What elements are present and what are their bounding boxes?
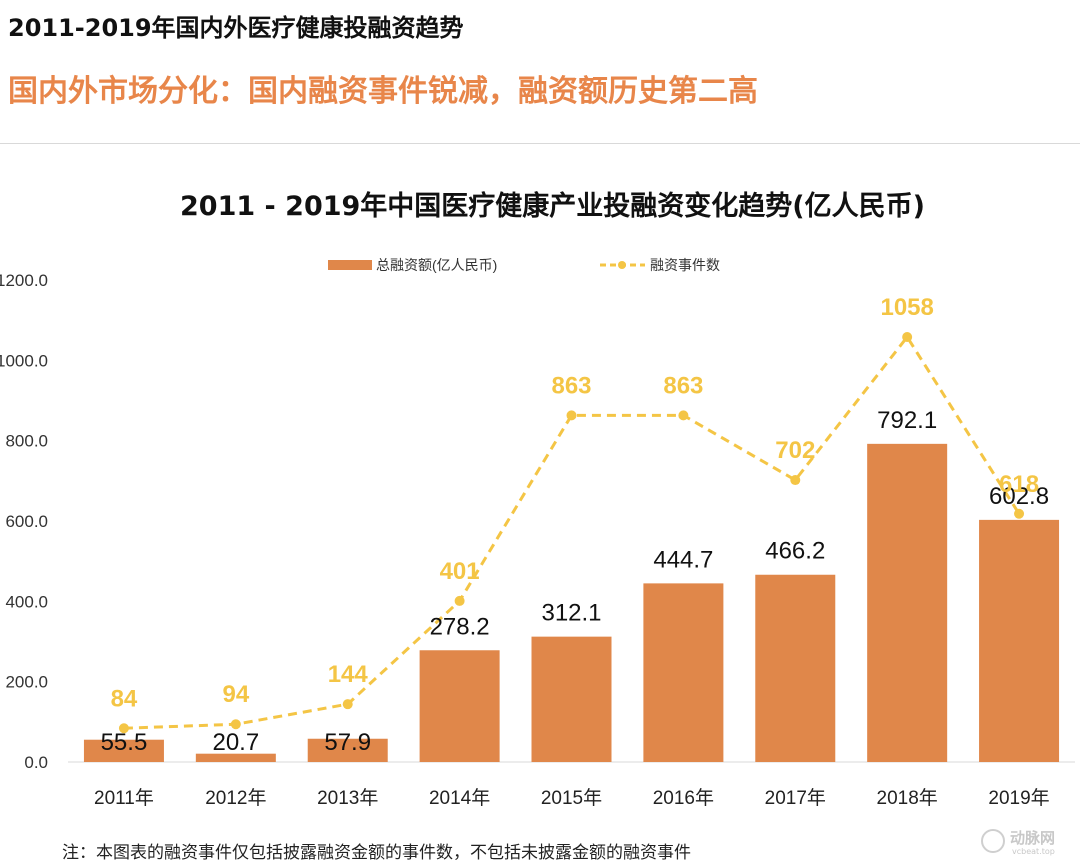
line-point bbox=[790, 475, 801, 486]
legend-label-bar: 总融资额(亿人民币) bbox=[376, 257, 497, 273]
y-tick-label: 600.0 bbox=[5, 512, 48, 531]
watermark-logo-text: 动脉网 bbox=[1010, 829, 1055, 847]
bar-value-label: 278.2 bbox=[430, 613, 490, 640]
bar-value-label: 20.7 bbox=[212, 729, 259, 756]
vb-icon bbox=[981, 829, 1005, 853]
line-point bbox=[678, 410, 689, 421]
line-point bbox=[342, 699, 353, 710]
x-tick-label: 2011年 bbox=[94, 787, 154, 809]
x-tick-label: 2016年 bbox=[653, 787, 714, 809]
bar bbox=[195, 753, 276, 762]
header-divider bbox=[0, 143, 1080, 144]
line-point bbox=[566, 410, 577, 421]
line-point bbox=[454, 595, 465, 606]
watermark-logo: 动脉网 vcbeat.top bbox=[980, 826, 1072, 856]
line-value-label: 863 bbox=[663, 372, 703, 399]
legend-swatch-bar bbox=[328, 260, 372, 270]
bar-value-label: 57.9 bbox=[324, 729, 371, 756]
x-tick-label: 2017年 bbox=[765, 787, 826, 809]
y-tick-label: 400.0 bbox=[5, 592, 48, 611]
chart-title: 2011 - 2019年中国医疗健康产业投融资变化趋势(亿人民币) bbox=[180, 191, 925, 222]
bar-value-label: 312.1 bbox=[541, 600, 601, 627]
y-tick-label: 0.0 bbox=[24, 753, 48, 772]
bar-value-label: 466.2 bbox=[765, 538, 825, 565]
page-subheading: 国内外市场分化：国内融资事件锐减，融资额历史第二高 bbox=[8, 74, 758, 109]
combo-chart: 总融资额(亿人民币) 融资事件数 0.0 200.0 400.0 600.0 800.0 10… bbox=[0, 257, 1075, 809]
bar-value-label: 55.5 bbox=[101, 729, 148, 756]
line-value-label: 84 bbox=[111, 685, 138, 712]
x-tick-label: 2018年 bbox=[877, 787, 938, 809]
footnote: 注：本图表的融资事件仅包括披露融资金额的事件数，不包括未披露金额的融资事件 bbox=[62, 843, 691, 863]
watermark-url: vcbeat.top bbox=[1012, 847, 1055, 856]
bar bbox=[979, 519, 1060, 762]
y-tick-label: 1200.0 bbox=[0, 271, 48, 290]
y-tick-label: 800.0 bbox=[5, 432, 48, 451]
x-tick-label: 2013年 bbox=[317, 787, 378, 809]
x-tick-label: 2014年 bbox=[429, 787, 490, 809]
bar bbox=[755, 574, 836, 762]
bar bbox=[867, 443, 948, 762]
bar bbox=[531, 636, 612, 762]
bar-value-label: 792.1 bbox=[877, 407, 937, 434]
line-value-label: 618 bbox=[999, 471, 1039, 498]
y-tick-label: 200.0 bbox=[5, 673, 48, 692]
page-heading: 2011-2019年国内外医疗健康投融资趋势 bbox=[8, 14, 464, 42]
line-value-label: 863 bbox=[551, 372, 591, 399]
bar bbox=[307, 738, 388, 762]
bar-value-label: 444.7 bbox=[653, 546, 713, 573]
bar bbox=[83, 739, 164, 762]
legend-label-line: 融资事件数 bbox=[650, 257, 720, 273]
line-value-label: 144 bbox=[328, 661, 369, 688]
line-value-label: 94 bbox=[222, 681, 249, 708]
line-point bbox=[118, 723, 129, 734]
x-tick-label: 2019年 bbox=[988, 787, 1049, 809]
line-point bbox=[1014, 508, 1025, 519]
x-tick-label: 2015年 bbox=[541, 787, 602, 809]
line-point bbox=[902, 332, 913, 343]
line-point bbox=[230, 719, 241, 730]
y-tick-label: 1000.0 bbox=[0, 351, 48, 370]
bar-value-label: 602.8 bbox=[989, 483, 1049, 510]
legend-marker-line bbox=[618, 261, 626, 269]
line-value-label: 401 bbox=[440, 558, 480, 585]
bar bbox=[419, 650, 500, 762]
line-value-label: 1058 bbox=[880, 294, 933, 321]
x-tick-label: 2012年 bbox=[205, 787, 266, 809]
bar bbox=[643, 583, 724, 762]
line-value-label: 702 bbox=[775, 437, 815, 464]
